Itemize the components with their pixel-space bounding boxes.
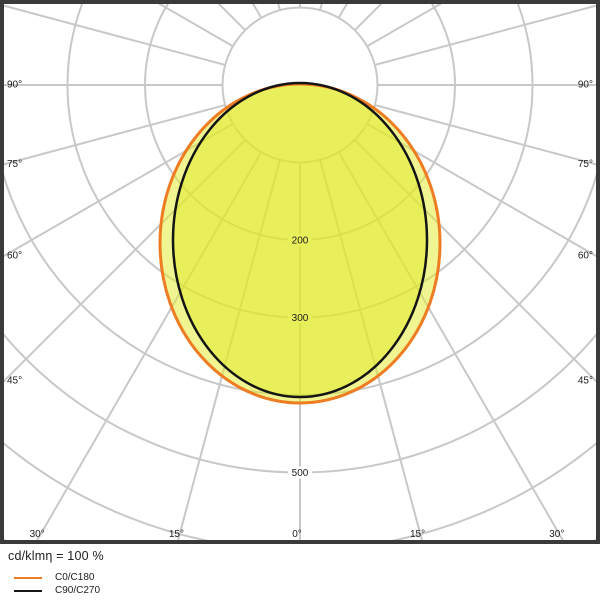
ring-label: 500	[292, 468, 309, 479]
grid-ray	[4, 104, 226, 166]
grid-ray	[4, 4, 226, 66]
angle-label-left: 60°	[7, 250, 22, 261]
angle-label-right: 75°	[578, 159, 593, 170]
angle-label-bottom: 30°	[30, 529, 45, 540]
legend-item-c0-c180: C0/C180	[8, 571, 600, 584]
angle-label-right: 90°	[578, 80, 593, 91]
plot-frame	[0, 0, 600, 544]
grid-ray	[4, 139, 246, 383]
grid-ray	[354, 139, 596, 383]
polar-plot-canvas: 200 300 500 90° 90° 75° 75° 60° 60° 45° 45° 30° 15° 0…	[0, 0, 600, 544]
polar-plot: 200 300 500 90° 90° 75° 75° 60° 60° 45° 45° 30° 15° 0…	[0, 0, 600, 544]
grid-ray	[374, 4, 596, 66]
angle-label-bottom: 15°	[410, 529, 425, 540]
angle-label-left: 45°	[7, 376, 22, 387]
grid-ray	[366, 122, 596, 258]
angle-label-left: 90°	[7, 80, 22, 91]
curve-c90-c270	[171, 81, 429, 399]
angle-label-bottom: 0°	[292, 529, 302, 540]
legend: C0/C180 C90/C270	[8, 571, 600, 597]
ring-label: 300	[292, 313, 309, 324]
flux-reference-label: cd/klmη = 100 %	[8, 549, 104, 563]
grid-ray	[4, 122, 234, 258]
ring-label-bg	[288, 234, 312, 246]
angle-label-left: 75°	[7, 159, 22, 170]
legend-label: C90/C270	[55, 585, 101, 596]
ring-label-bg	[288, 311, 312, 324]
legend-line-c0-c180	[14, 576, 42, 579]
angle-label-bottom: 15°	[169, 529, 184, 540]
angle-label-bottom: 30°	[549, 529, 564, 540]
angle-label-right: 60°	[578, 250, 593, 261]
angle-label-right: 45°	[578, 376, 593, 387]
legend-line-c90-c270	[14, 589, 42, 592]
ring-label-bg	[288, 466, 312, 479]
grid-ray	[374, 104, 596, 166]
legend-item-c90-c270: C90/C270	[8, 584, 600, 597]
ring-label: 200	[292, 236, 309, 247]
caption: cd/klmη = 100 % C0/C180 C90/C270	[0, 544, 600, 600]
curve-layer	[158, 81, 442, 405]
legend-label: C0/C180	[55, 572, 95, 583]
